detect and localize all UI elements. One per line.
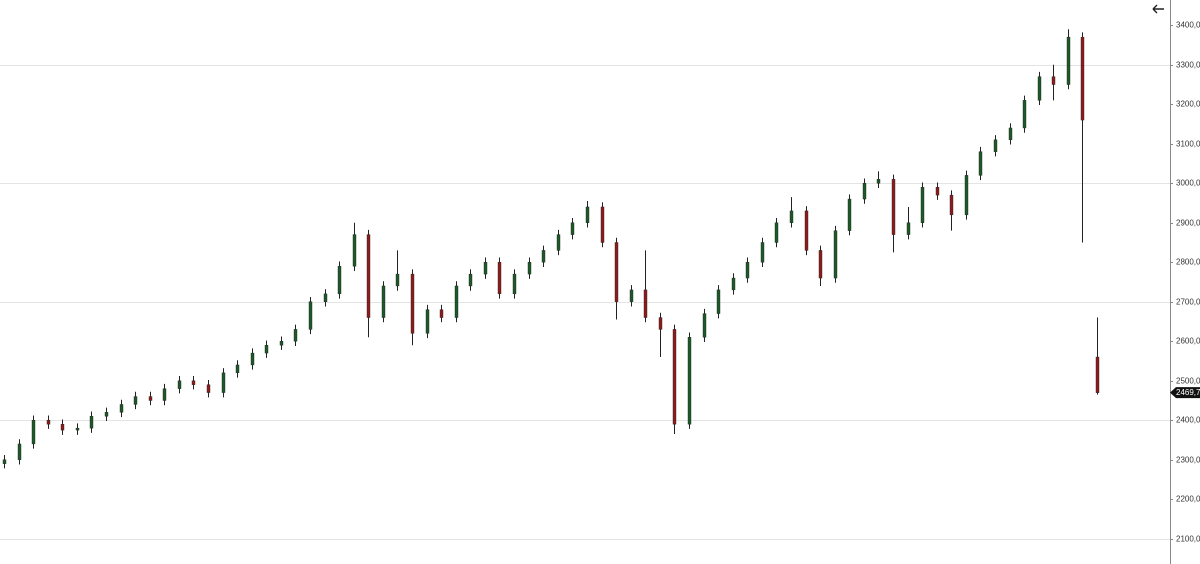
y-tick-label: 2600,00 [1176, 337, 1200, 346]
candle-body [206, 384, 211, 393]
candle-body [75, 427, 80, 431]
y-tick-label: 2800,00 [1176, 258, 1200, 267]
candle-body [629, 289, 634, 302]
candle-body [31, 420, 36, 445]
candle-body [541, 250, 546, 263]
y-tick-label: 2400,00 [1176, 416, 1200, 425]
candle-body [148, 396, 153, 401]
candle-body [760, 242, 765, 263]
candle-body [46, 420, 51, 425]
y-tick-label: 3100,00 [1176, 140, 1200, 149]
candle-body [774, 222, 779, 243]
candle-body [687, 337, 692, 425]
candle-body [570, 222, 575, 235]
y-tick-label: 3000,00 [1176, 179, 1200, 188]
candle-body [1051, 76, 1056, 85]
candle-body [279, 341, 284, 346]
candle-body [512, 273, 517, 295]
candle-body [731, 277, 736, 291]
y-tick-label: 2900,00 [1176, 219, 1200, 228]
candle-body [264, 344, 269, 354]
candle-body [323, 293, 328, 302]
candle-body [891, 179, 896, 235]
candle-body [439, 309, 444, 318]
candle-body [221, 372, 226, 393]
candle-body [162, 388, 167, 401]
arrow-icon[interactable] [1152, 4, 1164, 14]
candle-body [119, 404, 124, 413]
back-arrow[interactable] [1152, 4, 1164, 14]
candle-body [250, 352, 255, 366]
candle-body [585, 206, 590, 223]
candle-body [133, 396, 138, 405]
candle-body [1095, 356, 1100, 393]
candle-body [497, 262, 502, 295]
candle-body [862, 183, 867, 200]
candle-body [993, 139, 998, 152]
candle-body [468, 273, 473, 287]
y-tick-label: 3400,00 [1176, 21, 1200, 30]
candle-body [89, 416, 94, 429]
candle-body [672, 329, 677, 425]
candle-body [177, 380, 182, 389]
candle-body [293, 329, 298, 342]
candle-body [235, 364, 240, 374]
candle-body [1008, 127, 1013, 141]
candle-body [527, 262, 532, 275]
y-tick-label: 2700,00 [1176, 298, 1200, 307]
candle-body [1022, 100, 1027, 129]
last-price-marker [1170, 387, 1200, 399]
candle-body [1080, 36, 1085, 121]
candle-body [964, 175, 969, 216]
candle-body [337, 266, 342, 295]
candle-body [789, 210, 794, 223]
grid [0, 65, 1170, 540]
candle-body [104, 412, 109, 417]
candle-body [906, 222, 911, 235]
candle-body [17, 443, 22, 460]
candle-body [308, 301, 313, 330]
candle-body [920, 187, 925, 223]
candle-body [949, 194, 954, 216]
y-tick-label: 2300,00 [1176, 456, 1200, 465]
candle-body [876, 179, 881, 184]
candle-body [352, 234, 357, 267]
candle-body [935, 187, 940, 196]
candle-body [702, 313, 707, 338]
candle-body [395, 273, 400, 287]
candle-body [643, 289, 648, 318]
candle-body [1066, 36, 1071, 85]
candle-body [483, 262, 488, 275]
y-tick-label: 2500,00 [1176, 377, 1200, 386]
candle-body [425, 309, 430, 334]
candle-body [1037, 76, 1042, 101]
candle-body [556, 234, 561, 251]
last-price-label: 2469,75 [1176, 388, 1200, 397]
candle-body [833, 230, 838, 279]
candles [2, 29, 1100, 469]
candle-body [818, 250, 823, 279]
y-tick-label: 2200,00 [1176, 495, 1200, 504]
y-tick-label: 2100,00 [1176, 535, 1200, 544]
candle-body [454, 285, 459, 318]
candle-body [410, 273, 415, 334]
candle-body [658, 317, 663, 330]
candle-body [847, 198, 852, 231]
candle-body [381, 285, 386, 318]
candle-body [978, 151, 983, 176]
candle-body [804, 210, 809, 251]
candle-body [745, 262, 750, 279]
y-tick-label: 3300,00 [1176, 61, 1200, 70]
candle-body [600, 206, 605, 243]
candle-body [366, 234, 371, 318]
candle-body [2, 459, 7, 464]
candle-body [716, 289, 721, 314]
candle-body [60, 423, 65, 431]
candle-body [614, 242, 619, 302]
candle-body [191, 380, 196, 385]
y-tick-label: 3200,00 [1176, 100, 1200, 109]
